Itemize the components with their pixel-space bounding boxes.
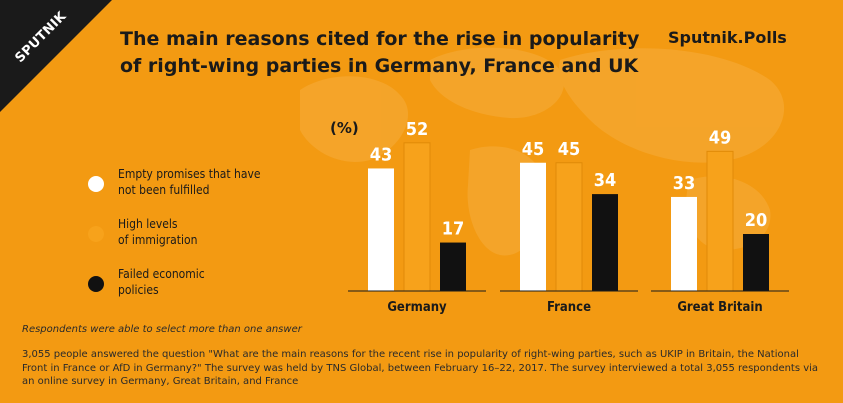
legend: Empty promises that have not been fulfil… [88, 166, 308, 316]
legend-item-economic: Failed economic policies [88, 266, 308, 316]
legend-swatch-white [88, 176, 104, 192]
survey-footnote: 3,055 people answered the question "What… [22, 349, 819, 387]
data-label-germany-empty-promises: 43 [370, 144, 393, 165]
unit-label: (%) [330, 119, 359, 137]
category-label-germany: Germany [387, 300, 447, 315]
data-label-france-economic: 34 [594, 170, 617, 191]
chart-title: The main reasons cited for the rise in p… [120, 28, 640, 77]
legend-label: Failed economic policies [118, 267, 205, 297]
legend-label: High levels of immigration [118, 217, 198, 247]
data-label-great-britain-economic: 20 [745, 210, 768, 231]
category-label-france: France [547, 300, 591, 315]
legend-item-immigration: High levels of immigration [88, 216, 308, 266]
bar-france-empty-promises [520, 162, 546, 291]
data-label-france-immigration: 45 [558, 139, 581, 160]
data-label-germany-economic: 17 [442, 219, 465, 240]
data-label-france-empty-promises: 45 [522, 139, 545, 160]
bar-great-britain-immigration [706, 150, 734, 292]
data-label-germany-immigration: 52 [406, 119, 429, 140]
sputnik-logo [0, 0, 112, 112]
bar-france-economic [592, 194, 618, 291]
bar-great-britain-economic [743, 234, 769, 291]
chart-note: Respondents were able to select more tha… [22, 324, 302, 335]
bar-germany-economic [440, 242, 466, 291]
bar-germany-empty-promises [368, 168, 394, 291]
bar-germany-immigration [403, 142, 431, 292]
category-label-great-britain: Great Britain [677, 300, 762, 315]
data-label-great-britain-immigration: 49 [709, 127, 732, 148]
bar-france-immigration [555, 162, 583, 292]
legend-label: Empty promises that have not been fulfil… [118, 167, 261, 197]
legend-swatch-black [88, 276, 104, 292]
sputnik-polls-brand: Sputnik.Polls [668, 28, 787, 47]
legend-item-empty-promises: Empty promises that have not been fulfil… [88, 166, 308, 216]
data-label-great-britain-empty-promises: 33 [673, 173, 696, 194]
bar-great-britain-empty-promises [671, 196, 697, 291]
legend-swatch-orange [88, 226, 104, 242]
